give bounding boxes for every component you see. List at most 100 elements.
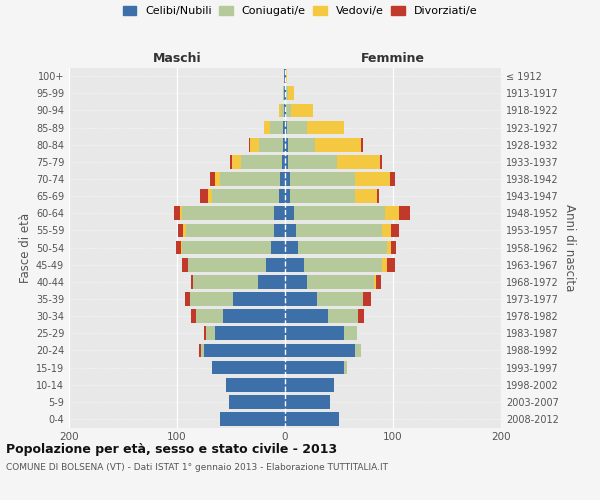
Bar	[285, 224, 296, 237]
Bar	[211, 172, 215, 186]
Bar	[355, 344, 361, 357]
Bar	[215, 172, 220, 186]
Bar	[296, 224, 382, 237]
Bar	[182, 258, 188, 272]
Bar	[181, 240, 182, 254]
Bar	[285, 240, 298, 254]
Bar	[386, 258, 395, 272]
Bar	[285, 155, 288, 168]
Bar	[288, 155, 337, 168]
Bar	[199, 344, 201, 357]
Bar	[380, 155, 382, 168]
Bar	[288, 138, 315, 151]
Bar	[285, 104, 286, 117]
Bar	[285, 189, 290, 203]
Bar	[400, 206, 410, 220]
Bar	[377, 189, 379, 203]
Bar	[285, 412, 339, 426]
Bar	[206, 326, 215, 340]
Bar	[344, 360, 347, 374]
Bar	[278, 104, 281, 117]
Bar	[283, 138, 285, 151]
Bar	[285, 292, 317, 306]
Bar	[188, 258, 266, 272]
Bar	[337, 155, 380, 168]
Bar	[284, 69, 285, 83]
Bar	[190, 292, 233, 306]
Bar	[223, 309, 285, 323]
Bar	[215, 326, 285, 340]
Bar	[386, 240, 391, 254]
Bar	[290, 172, 355, 186]
Bar	[184, 224, 185, 237]
Bar	[266, 258, 285, 272]
Bar	[355, 189, 377, 203]
Bar	[286, 86, 288, 100]
Bar	[285, 275, 307, 288]
Bar	[282, 155, 285, 168]
Text: Femmine: Femmine	[361, 52, 425, 65]
Bar	[285, 86, 286, 100]
Bar	[391, 240, 396, 254]
Bar	[200, 189, 208, 203]
Bar	[285, 326, 344, 340]
Bar	[174, 206, 180, 220]
Bar	[391, 224, 400, 237]
Bar	[281, 104, 284, 117]
Bar	[285, 138, 288, 151]
Bar	[358, 309, 364, 323]
Text: Maschi: Maschi	[152, 52, 202, 65]
Bar	[278, 189, 285, 203]
Bar	[185, 224, 274, 237]
Bar	[191, 275, 193, 288]
Bar	[382, 224, 391, 237]
Bar	[315, 138, 361, 151]
Bar	[270, 120, 283, 134]
Bar	[307, 275, 374, 288]
Bar	[285, 258, 304, 272]
Bar	[196, 309, 223, 323]
Bar	[241, 155, 282, 168]
Bar	[201, 344, 204, 357]
Bar	[250, 138, 259, 151]
Bar	[328, 309, 358, 323]
Bar	[182, 240, 271, 254]
Bar	[233, 292, 285, 306]
Bar	[285, 206, 293, 220]
Bar	[285, 172, 290, 186]
Bar	[374, 275, 376, 288]
Bar	[286, 69, 287, 83]
Bar	[293, 206, 385, 220]
Bar	[204, 344, 285, 357]
Bar	[390, 172, 395, 186]
Y-axis label: Fasce di età: Fasce di età	[19, 212, 32, 282]
Bar	[304, 258, 382, 272]
Bar	[361, 138, 363, 151]
Legend: Celibi/Nubili, Coniugati/e, Vedovi/e, Divorziati/e: Celibi/Nubili, Coniugati/e, Vedovi/e, Di…	[123, 6, 477, 16]
Bar	[287, 120, 307, 134]
Bar	[271, 240, 285, 254]
Bar	[191, 309, 196, 323]
Bar	[274, 224, 285, 237]
Bar	[376, 275, 381, 288]
Bar	[178, 224, 184, 237]
Text: COMUNE DI BOLSENA (VT) - Dati ISTAT 1° gennaio 2013 - Elaborazione TUTTITALIA.IT: COMUNE DI BOLSENA (VT) - Dati ISTAT 1° g…	[6, 462, 388, 471]
Bar	[204, 326, 206, 340]
Bar	[382, 258, 386, 272]
Bar	[258, 275, 285, 288]
Bar	[284, 104, 285, 117]
Bar	[292, 104, 313, 117]
Y-axis label: Anni di nascita: Anni di nascita	[563, 204, 576, 291]
Bar	[285, 378, 334, 392]
Bar	[285, 69, 286, 83]
Bar	[220, 412, 285, 426]
Bar	[176, 240, 181, 254]
Bar	[182, 206, 274, 220]
Bar	[317, 292, 363, 306]
Bar	[232, 155, 241, 168]
Bar	[230, 155, 232, 168]
Bar	[288, 86, 293, 100]
Bar	[298, 240, 386, 254]
Bar	[220, 172, 280, 186]
Bar	[193, 275, 258, 288]
